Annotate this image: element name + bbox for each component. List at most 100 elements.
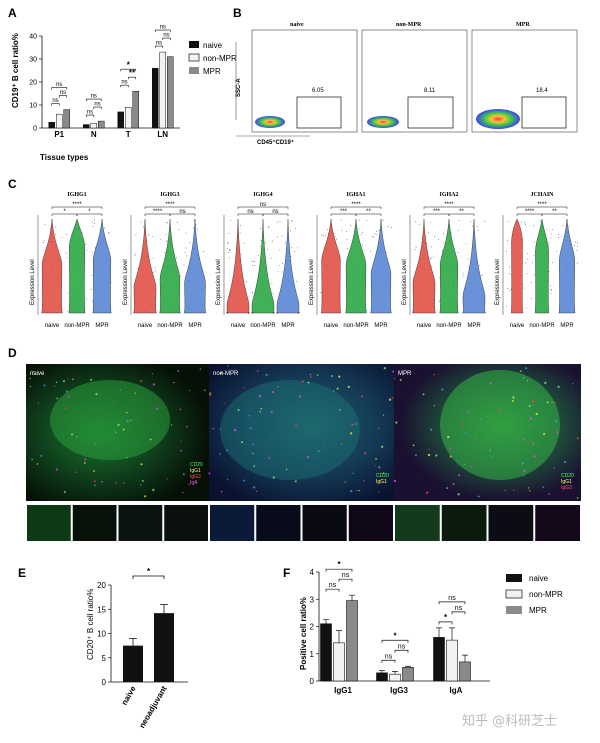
panel-letter-e: E [18,566,26,580]
panel-d-speckle [71,433,73,436]
panel-c-dot [414,248,416,250]
panel-d-speckle [140,380,143,383]
panel-c-dot [378,230,380,231]
panel-e-ytick-label: 20 [97,581,106,590]
panel-e-ytick-label: 0 [102,678,107,687]
panel-d-speckle [126,456,128,459]
panel-letter-f: F [283,566,290,580]
panel-f-sig-label: * [444,613,448,622]
panel-c-dot [55,226,56,228]
panel-a-ytick-label: 20 [29,80,37,87]
panel-d-speckle [463,463,465,466]
panel-d-speckle [93,470,95,472]
panel-d-speckle [209,392,212,395]
panel-d-speckle [204,389,206,392]
panel-a-sig-label: * [127,61,131,70]
panel-f-error-bar [392,671,398,675]
panel-d-speckle [55,468,59,471]
panel-c-dot [431,246,432,248]
panel-c-dot [203,251,204,253]
panel-a-sig-label: ns [87,110,93,116]
panel-c-dot [281,235,283,237]
panel-c-dot [577,262,579,264]
panel-d-speckle [393,479,397,483]
panel-c-dot [270,257,272,259]
panel-c-dot [197,228,199,230]
panel-c-dot [322,235,324,236]
panel-c-dot [185,232,187,234]
panel-d-speckle [241,441,244,444]
panel-d-speckle [43,384,46,387]
panel-c-dot [143,226,145,228]
panel-f-legend-mpr: MPR [529,606,547,615]
panel-a-sig-bracket [51,87,68,90]
panel-d-speckle [140,463,143,466]
panel-d-speckle [32,371,34,373]
panel-d-speckle [115,482,118,484]
panel-d-speckle [350,432,353,435]
panel-c-violin [183,218,207,314]
panel-c-dot [279,249,281,251]
panel-c-dot [151,236,153,237]
panel-d-speckle [364,452,367,455]
panel-c-dot [272,293,274,294]
panel-a-sig-label: ns [60,90,66,96]
panel-c-group-label: MPR [281,323,295,329]
panel-d-speckle [435,454,438,457]
panel-c-dot [558,237,560,238]
panel-c-dot [462,272,464,274]
svg-text:IgG1: IgG1 [190,468,201,474]
panel-c-ylabel: Expression Level [123,259,129,305]
panel-c-sig-bracket [76,213,103,216]
panel-c-violin [68,218,86,314]
panel-c-dot [551,289,552,291]
panel-d-speckle [256,370,259,372]
panel-b-gate-naive: 6.05 [312,88,324,94]
panel-d-thumbnail [488,505,534,541]
panel-d-thumbnail [256,505,301,541]
panel-d-speckle [37,402,40,404]
panel-d-speckle [475,437,477,439]
panel-c-dot [230,219,232,221]
panel-c-dot [470,221,472,223]
panel-f-ytick-label: 3 [310,595,315,604]
panel-c-violin [159,218,181,314]
panel-c-dot [226,242,228,243]
panel-c-dot [296,280,297,282]
panel-d-speckle [220,372,222,375]
panel-c-dot [360,234,362,236]
panel-f-sig-label: ns [385,653,393,660]
panel-c-dot [507,221,509,222]
panel-c-dot [268,225,270,227]
panel-c-sig-bracket [448,213,475,216]
panel-c-dot [430,221,431,223]
panel-d-speckle [461,423,464,426]
panel-d-speckle [125,412,128,414]
panel-c-dot [370,251,371,253]
panel-d-speckle [141,479,144,482]
svg-text:IgG3: IgG3 [561,485,572,491]
panel-c-dot [552,262,553,263]
panel-d-speckle [294,480,297,483]
panel-d-speckle [464,432,467,434]
panel-f-sig-bracket [381,639,409,643]
panel-c-dot [548,241,550,243]
panel-c-group-label: MPR [188,323,202,329]
panel-d-speckle [523,475,525,477]
panel-d-speckle [380,445,384,448]
panel-d-speckle [277,386,279,388]
panel-d-speckle [427,453,431,457]
panel-d-speckle [523,377,526,379]
panel-c-dot [166,240,167,242]
panel-e-sig-bracket [132,575,165,579]
panel-a-sig-label: ns [160,25,166,31]
panel-c-dot [290,230,291,232]
panel-c-group-label: MPR [467,323,481,329]
panel-f-bar [320,623,332,682]
panel-c-dot [164,252,166,253]
panel-d-speckle [383,367,387,370]
panel-d-speckle [412,444,415,447]
panel-c-dot [432,256,434,258]
panel-a-ytick-label: 30 [29,57,37,64]
panel-c-dot [184,251,186,253]
